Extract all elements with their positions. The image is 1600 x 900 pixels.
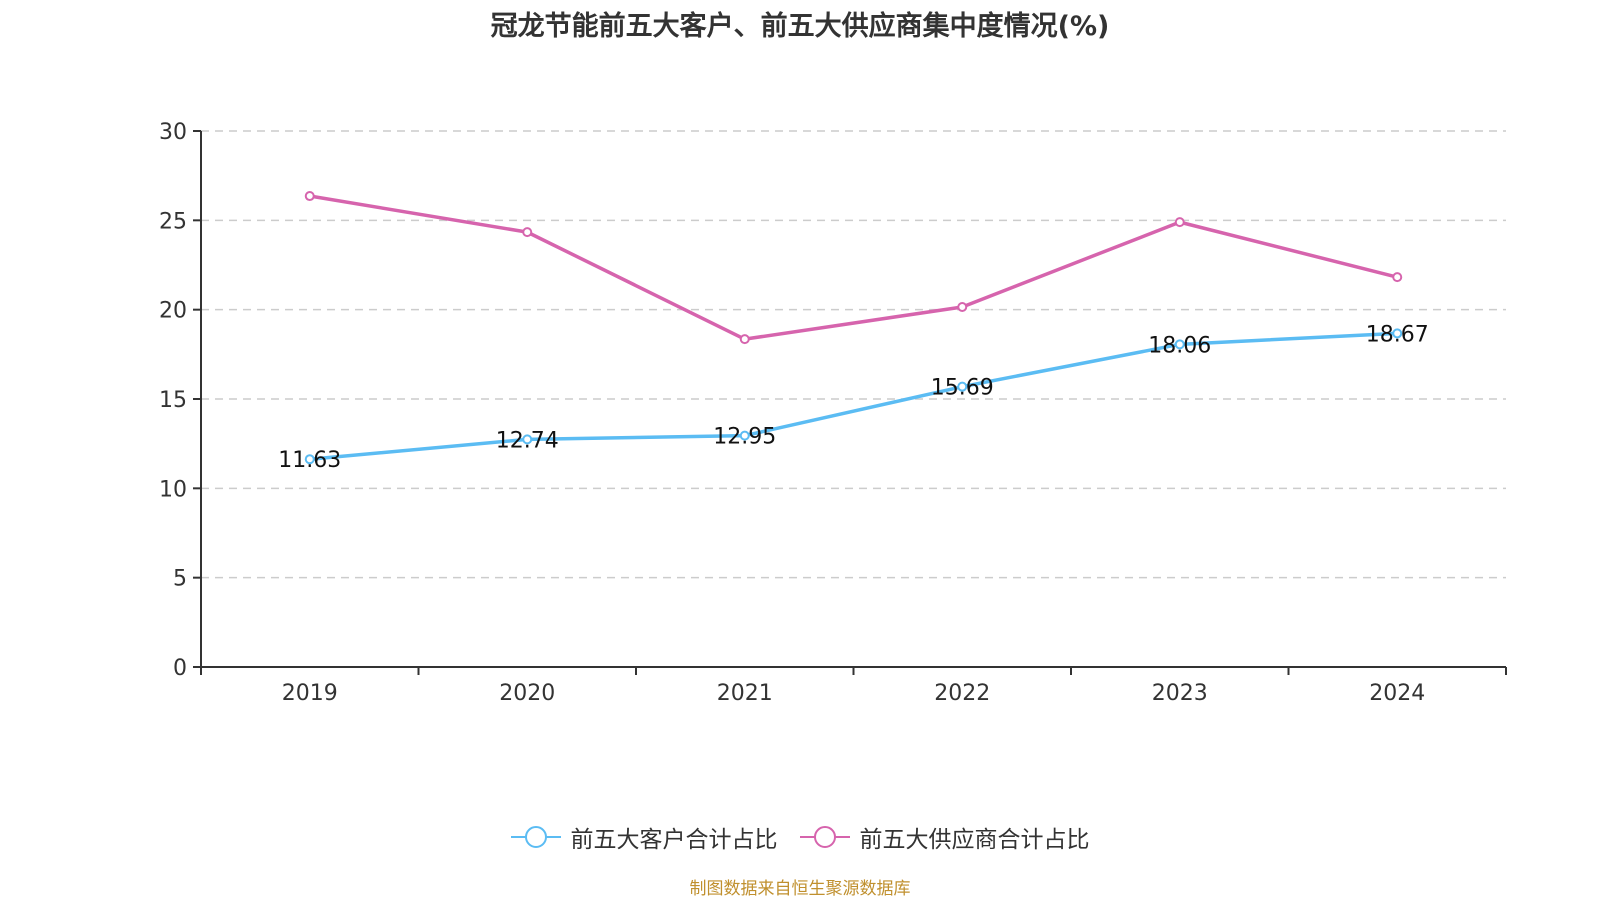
data-label: 18.06 (1148, 333, 1211, 358)
data-labels: 11.63 12.74 12.95 15.69 18.06 18.67 (278, 322, 1428, 473)
x-tick-label: 2019 (282, 681, 338, 706)
data-point[interactable] (739, 430, 750, 441)
data-source-note: 制图数据来自恒生聚源数据库 (689, 879, 911, 899)
y-tick-label: 30 (159, 120, 187, 145)
data-point[interactable] (739, 334, 750, 345)
y-tick-label: 15 (159, 388, 187, 413)
data-point[interactable] (1174, 217, 1185, 228)
y-axis-ticks: 0 5 10 15 20 25 30 (159, 120, 201, 681)
data-label: 12.74 (496, 428, 559, 453)
series-line-0 (309, 331, 1398, 461)
x-tick-label: 2022 (934, 681, 990, 706)
y-tick-label: 25 (159, 209, 187, 234)
legend-item-customers[interactable]: 前五大客户合计占比 (510, 820, 778, 854)
legend-item-suppliers[interactable]: 前五大供应商合计占比 (799, 820, 1090, 854)
data-point[interactable] (1392, 328, 1403, 339)
legend-label: 前五大客户合计占比 (570, 827, 778, 853)
line-chart: 0 5 10 15 20 25 30 2019 2020 2021 2022 2023 2024 11… (159, 120, 1507, 706)
x-tick-label: 2020 (499, 681, 555, 706)
x-tick-label: 2021 (717, 681, 773, 706)
y-tick-label: 0 (173, 656, 187, 681)
data-label: 11.63 (278, 448, 341, 473)
data-point[interactable] (304, 454, 315, 465)
x-axis-ticks: 2019 2020 2021 2022 2023 2024 (200, 667, 1507, 706)
legend-line-circle-icon (799, 826, 850, 848)
data-point[interactable] (957, 381, 968, 392)
data-label: 15.69 (931, 376, 994, 401)
data-label: 12.95 (713, 425, 776, 450)
legend-line-circle-icon (510, 826, 561, 848)
series-group (304, 191, 1403, 465)
data-point[interactable] (522, 434, 533, 445)
data-point[interactable] (957, 301, 968, 312)
gridlines (201, 130, 1506, 579)
y-tick-label: 10 (159, 477, 187, 502)
legend: 前五大客户合计占比 前五大供应商合计占比 (0, 820, 1600, 854)
series-line-1 (309, 194, 1398, 341)
y-tick-label: 5 (173, 567, 187, 592)
data-point[interactable] (304, 191, 315, 202)
data-point[interactable] (1392, 272, 1403, 283)
data-point[interactable] (1174, 339, 1185, 350)
legend-label: 前五大供应商合计占比 (859, 827, 1090, 853)
data-point[interactable] (522, 227, 533, 238)
x-tick-label: 2024 (1369, 681, 1425, 706)
x-tick-label: 2023 (1152, 681, 1208, 706)
chart-title: 冠龙节能前五大客户、前五大供应商集中度情况(%) (490, 11, 1110, 42)
y-tick-label: 20 (159, 299, 187, 324)
data-label: 18.67 (1366, 322, 1429, 347)
